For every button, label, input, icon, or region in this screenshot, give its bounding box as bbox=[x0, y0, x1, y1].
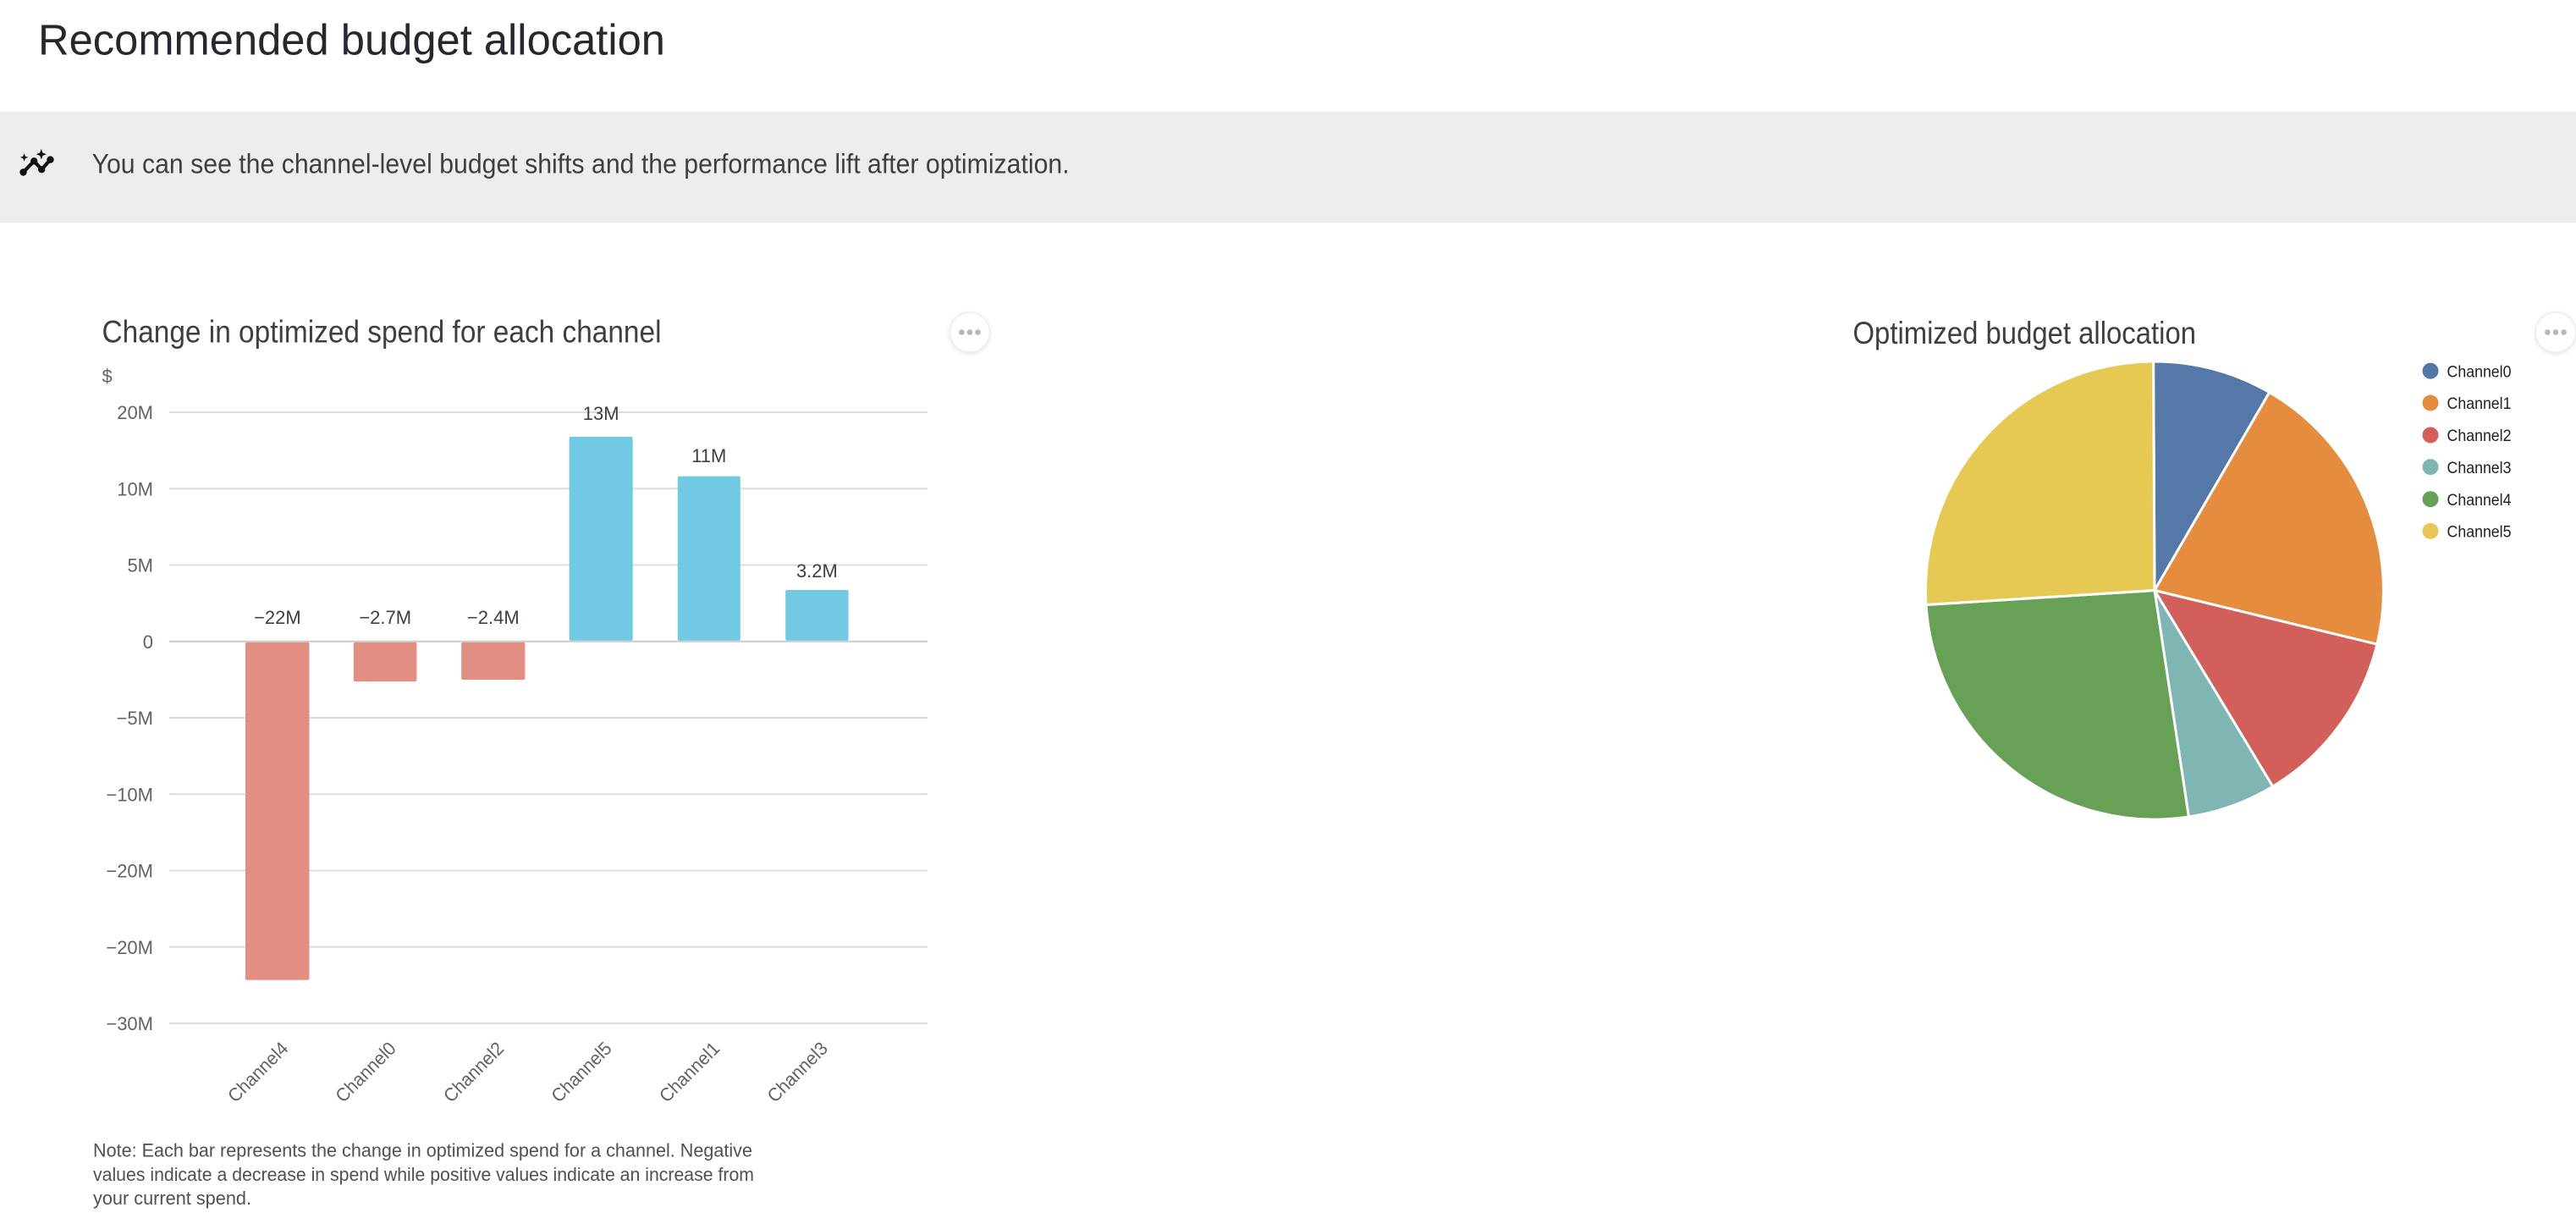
svg-text:−22M: −22M bbox=[254, 607, 301, 628]
svg-text:$: $ bbox=[102, 366, 113, 387]
svg-text:Channel1: Channel1 bbox=[655, 1038, 724, 1106]
svg-text:Channel2: Channel2 bbox=[439, 1038, 508, 1106]
svg-text:You can see the channel-level: You can see the channel-level budget shi… bbox=[92, 149, 1070, 179]
svg-text:20M: 20M bbox=[117, 402, 153, 423]
svg-text:11M: 11M bbox=[691, 445, 726, 466]
svg-text:your current spend.: your current spend. bbox=[93, 1188, 251, 1209]
svg-text:Channel4: Channel4 bbox=[223, 1038, 292, 1106]
svg-text:Note: Each bar represents the: Note: Each bar represents the change in … bbox=[93, 1139, 752, 1161]
svg-text:values indicate a decrease in: values indicate a decrease in spend whil… bbox=[93, 1164, 754, 1185]
svg-text:−20M: −20M bbox=[106, 861, 153, 882]
svg-text:Channel5: Channel5 bbox=[547, 1038, 615, 1106]
svg-text:Change in optimized spend for: Change in optimized spend for each chann… bbox=[102, 315, 662, 350]
svg-text:5M: 5M bbox=[127, 555, 153, 576]
svg-text:−10M: −10M bbox=[106, 784, 153, 805]
svg-text:0: 0 bbox=[143, 631, 153, 653]
svg-text:−2.4M: −2.4M bbox=[467, 607, 520, 628]
svg-text:Recommended budget allocation: Recommended budget allocation bbox=[38, 16, 665, 64]
svg-text:−20M: −20M bbox=[106, 937, 153, 958]
svg-text:−2.7M: −2.7M bbox=[359, 607, 411, 628]
svg-text:Channel0: Channel0 bbox=[331, 1038, 399, 1106]
svg-text:3.2M: 3.2M bbox=[796, 560, 838, 582]
svg-text:Channel5: Channel5 bbox=[2447, 523, 2512, 542]
svg-text:Channel0: Channel0 bbox=[2447, 362, 2512, 381]
svg-text:Channel3: Channel3 bbox=[763, 1038, 832, 1106]
svg-text:Channel3: Channel3 bbox=[2447, 459, 2512, 477]
svg-text:13M: 13M bbox=[583, 403, 619, 424]
svg-text:−30M: −30M bbox=[106, 1013, 153, 1034]
svg-text:Optimized budget allocation: Optimized budget allocation bbox=[1853, 316, 2197, 350]
svg-text:−5M: −5M bbox=[117, 708, 153, 729]
svg-text:Channel1: Channel1 bbox=[2447, 394, 2512, 413]
svg-text:Channel4: Channel4 bbox=[2447, 491, 2512, 510]
svg-text:Channel2: Channel2 bbox=[2447, 427, 2512, 445]
svg-text:10M: 10M bbox=[117, 478, 153, 499]
